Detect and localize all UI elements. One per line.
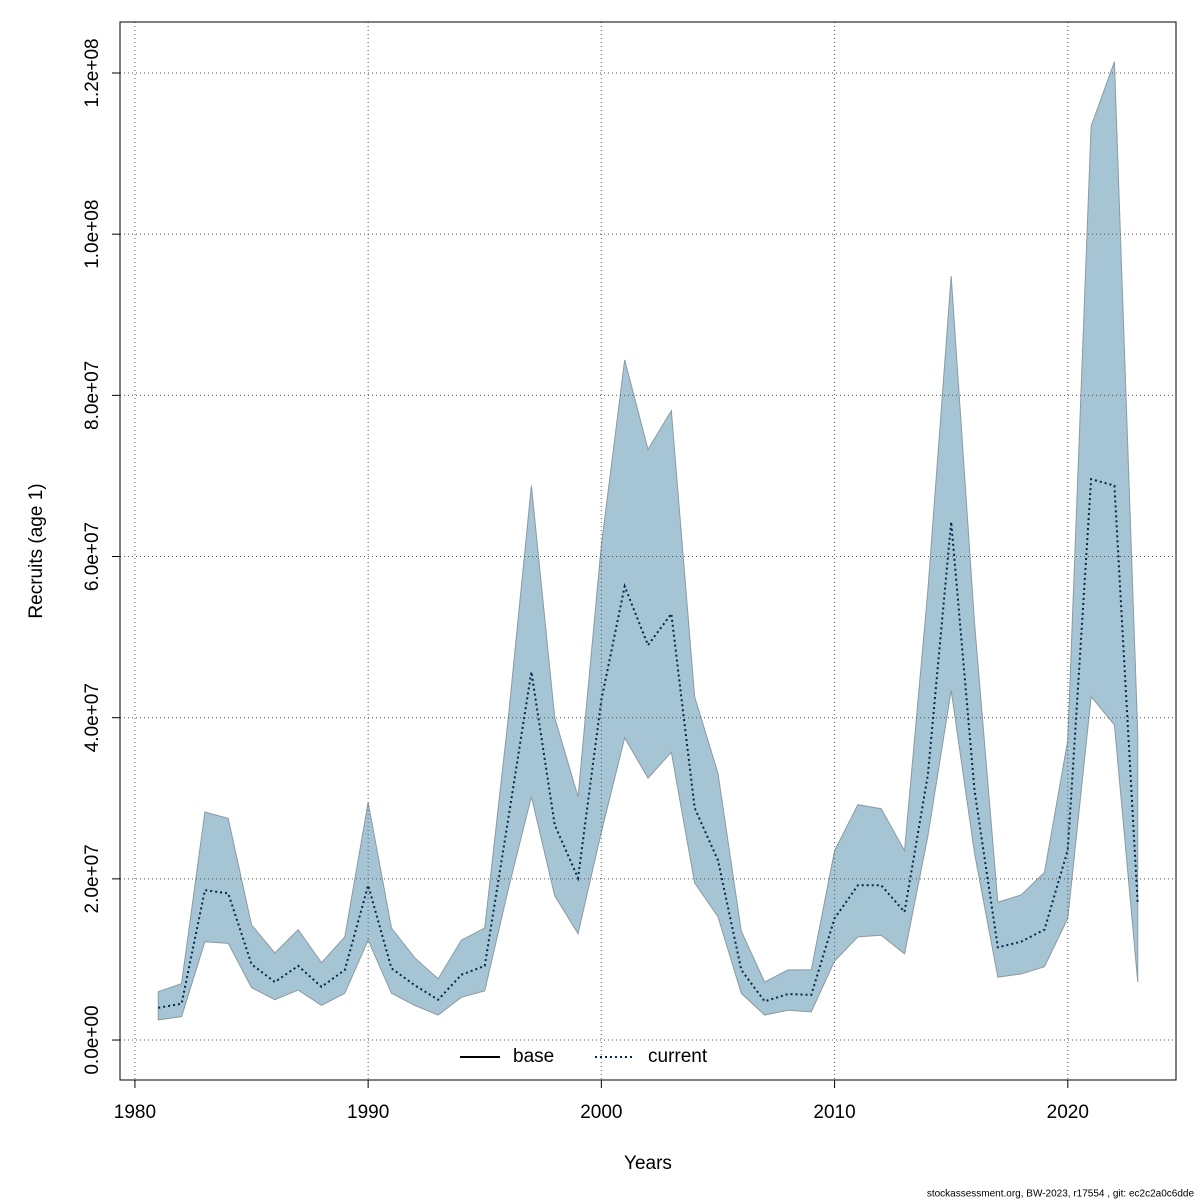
series-line — [158, 477, 1139, 1009]
y-tick-label: 6.0e+07 — [82, 522, 103, 591]
x-tick-label: 1980 — [114, 1102, 156, 1123]
plot-frame — [119, 21, 1177, 1081]
y-tick-label: 8.0e+07 — [82, 361, 103, 430]
y-axis-label: Recruits (age 1) — [26, 483, 47, 618]
footer: stockassessment.org, BW-2023, r17554 , g… — [927, 1189, 1195, 1200]
x-tick-label: 2000 — [580, 1102, 622, 1123]
y-tick-label: 0.0e+00 — [82, 1005, 103, 1074]
legend-label: current — [648, 1046, 708, 1067]
confidence-band — [157, 61, 1139, 1021]
y-tick-label: 1.0e+08 — [82, 200, 103, 269]
x-tick-label: 2020 — [1047, 1102, 1089, 1123]
x-axis-label: Years — [624, 1153, 672, 1174]
y-tick-label: 2.0e+07 — [82, 844, 103, 913]
y-tick-label: 4.0e+07 — [82, 683, 103, 752]
legend-label: base — [513, 1046, 554, 1067]
x-tick-label: 1990 — [347, 1102, 389, 1123]
x-tick-label: 2010 — [813, 1102, 855, 1123]
y-tick-label: 1.2e+08 — [82, 38, 103, 107]
